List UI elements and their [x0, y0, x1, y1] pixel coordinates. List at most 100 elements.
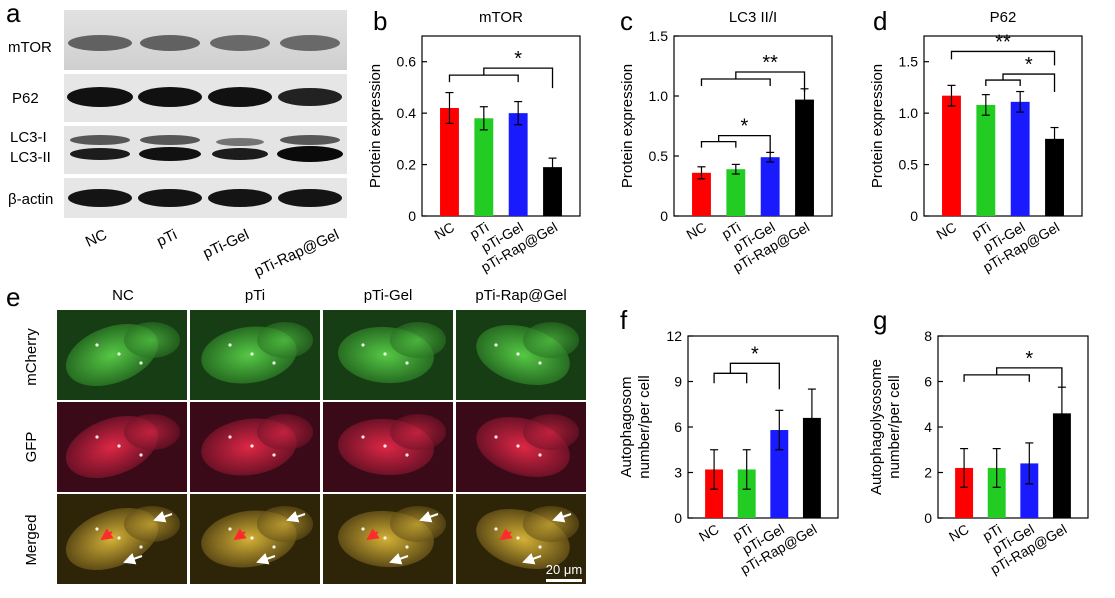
y-tick-label: 0 — [924, 510, 932, 526]
y-tick-label: 12 — [666, 328, 682, 344]
cell-shape — [257, 414, 313, 450]
significance-bracket — [735, 71, 806, 92]
micro-col-label: pTi-Gel — [364, 287, 413, 304]
bar — [802, 417, 821, 518]
puncta-dot — [139, 545, 143, 549]
bar — [770, 430, 789, 518]
y-tick-label: 9 — [674, 374, 682, 390]
y-tick-label: 4 — [924, 419, 932, 435]
significance-bracket — [448, 74, 519, 83]
bar — [1052, 413, 1071, 518]
significance-marker: ** — [762, 52, 778, 74]
blot-band — [67, 87, 133, 107]
significance-marker: * — [751, 343, 759, 365]
puncta-dot — [95, 527, 99, 531]
bar — [726, 169, 746, 216]
significance-marker: * — [514, 48, 522, 70]
significance-bracket — [700, 78, 771, 86]
puncta-dot — [538, 545, 542, 549]
white-arrow — [256, 553, 276, 565]
blot-band — [280, 35, 340, 51]
blot-band — [210, 35, 270, 51]
puncta-dot — [117, 444, 121, 448]
blot-band — [68, 35, 132, 51]
bar — [1045, 138, 1064, 216]
blot-band — [139, 147, 201, 161]
micrograph-grid: NC pTi pTi-Gel pTi-Rap@Gel mCherry GFP M… — [23, 287, 586, 584]
blot-label-lc3-i: LC3-I — [10, 129, 47, 146]
puncta-dot — [383, 444, 387, 448]
puncta-dot — [538, 361, 542, 365]
micro-row-label: mCherry — [23, 328, 40, 386]
bar — [737, 469, 756, 518]
blot-band — [278, 189, 342, 207]
puncta-dot — [494, 435, 498, 439]
significance-bracket — [963, 374, 1030, 382]
red-arrow — [499, 528, 513, 541]
bar — [976, 104, 996, 216]
puncta-dot — [361, 343, 365, 347]
y-axis-label: Protein expression — [619, 64, 636, 188]
blot-label-lc3-ii: LC3-II — [10, 149, 51, 166]
bar — [795, 99, 814, 216]
micro-col-label: pTi — [245, 287, 265, 304]
panel-label-a: a — [6, 0, 21, 28]
bar — [760, 157, 780, 216]
bar — [692, 172, 711, 216]
white-arrow — [153, 511, 173, 523]
cell-shape — [257, 322, 313, 358]
puncta-dot — [538, 453, 542, 457]
puncta-dot — [117, 352, 121, 356]
blot-label-actin: β-actin — [8, 191, 53, 208]
y-tick-label: 0.2 — [397, 157, 417, 173]
y-tick-label: 8 — [924, 328, 932, 344]
x-tick-label: NC — [933, 219, 959, 243]
bar — [543, 167, 562, 216]
panel-label-g: g — [873, 305, 888, 335]
x-tick-label: NC — [683, 219, 709, 243]
bar — [705, 469, 724, 518]
blot-band — [70, 135, 130, 145]
blot-lane-label: NC — [83, 226, 110, 251]
y-tick-label: 0 — [408, 208, 416, 224]
panel-label-c: c — [620, 6, 633, 36]
blot-band — [208, 189, 272, 207]
white-arrow — [419, 511, 439, 523]
puncta-dot — [405, 545, 409, 549]
puncta-dot — [95, 343, 99, 347]
y-tick-label: 6 — [924, 374, 932, 390]
puncta-dot — [139, 453, 143, 457]
x-tick-label: NC — [946, 521, 972, 545]
puncta-dot — [272, 545, 276, 549]
significance-marker: * — [1025, 54, 1033, 76]
puncta-dot — [383, 352, 387, 356]
cell-shape — [523, 322, 579, 358]
micro-row-label: GFP — [23, 432, 40, 463]
blot-band — [70, 148, 130, 160]
puncta-dot — [494, 527, 498, 531]
blot-band — [138, 189, 202, 207]
y-axis-label: Protein expression — [367, 64, 384, 188]
panel-label-f: f — [620, 305, 628, 335]
blot-band — [140, 35, 200, 51]
puncta-dot — [250, 352, 254, 356]
significance-bracket — [1002, 73, 1056, 93]
significance-bracket — [729, 362, 780, 390]
red-arrow — [233, 528, 247, 541]
bar — [440, 108, 459, 216]
bar — [987, 467, 1006, 518]
western-blot: mTOR P62 LC3-I LC3-II β-actin NC pTi pTi… — [8, 10, 347, 280]
x-tick-label: NC — [696, 521, 722, 545]
cell-shape — [124, 322, 180, 358]
y-tick-label: 1.0 — [899, 105, 919, 121]
puncta-dot — [272, 453, 276, 457]
plot-frame — [673, 35, 833, 217]
puncta-dot — [405, 361, 409, 365]
y-tick-label: 2 — [924, 465, 932, 481]
puncta-dot — [516, 352, 520, 356]
micro-col-label: pTi-Rap@Gel — [475, 287, 566, 304]
